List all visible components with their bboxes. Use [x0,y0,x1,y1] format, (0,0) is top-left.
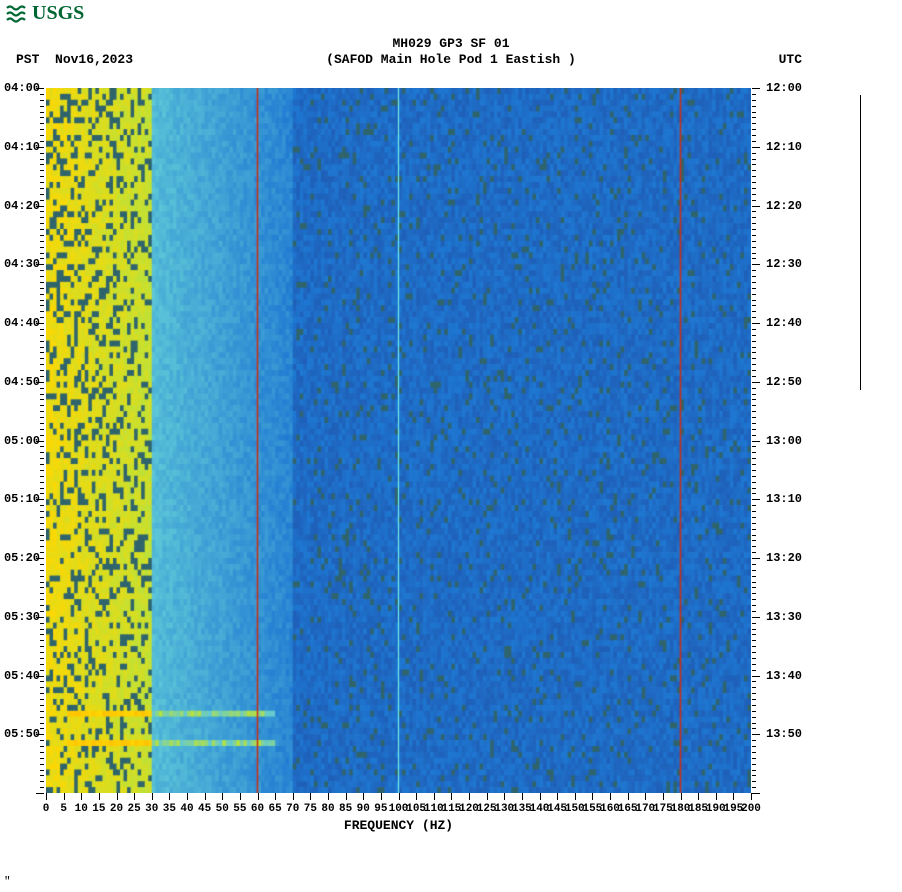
y-label-left: 04:00 [4,81,40,95]
y-label-left: 04:10 [4,140,40,154]
y-label-right: 12:00 [766,81,802,95]
side-scale-bar [860,95,861,390]
x-label: 65 [269,803,282,815]
x-label: 55 [233,803,246,815]
x-label: 20 [110,803,123,815]
right-timezone-label: UTC [779,52,802,67]
x-label: 50 [216,803,229,815]
y-label-left: 05:00 [4,434,40,448]
y-label-left: 05:10 [4,492,40,506]
x-label: 90 [357,803,370,815]
left-timezone-label: PST Nov16,2023 [16,52,133,67]
x-label: 40 [180,803,193,815]
wave-icon [6,4,30,24]
x-label: 70 [286,803,299,815]
usgs-logo: USGS [6,2,84,25]
y-label-left: 04:30 [4,257,40,271]
y-label-right: 12:30 [766,257,802,271]
x-axis-title: FREQUENCY (HZ) [46,818,751,833]
y-label-right: 13:50 [766,727,802,741]
y-axis-right: 12:0012:1012:2012:3012:4012:5013:0013:10… [752,88,812,793]
y-label-right: 13:30 [766,610,802,624]
x-label: 200 [741,803,761,815]
y-label-right: 12:50 [766,375,802,389]
x-label: 80 [321,803,334,815]
x-label: 5 [60,803,67,815]
y-label-left: 04:20 [4,199,40,213]
x-label: 10 [75,803,88,815]
y-label-right: 13:20 [766,551,802,565]
y-label-left: 05:20 [4,551,40,565]
chart-title: MH029 GP3 SF 01 [0,36,902,51]
y-label-left: 05:30 [4,610,40,624]
y-label-left: 05:40 [4,669,40,683]
x-label: 85 [339,803,352,815]
x-label: 15 [92,803,105,815]
y-axis-left: 04:0004:1004:2004:3004:4004:5005:0005:10… [0,88,44,793]
chart-subtitle: (SAFOD Main Hole Pod 1 Eastish ) [0,52,902,67]
y-label-right: 12:20 [766,199,802,213]
y-label-left: 05:50 [4,727,40,741]
x-label: 35 [163,803,176,815]
y-label-right: 13:10 [766,492,802,506]
x-label: 30 [145,803,158,815]
y-label-left: 04:50 [4,375,40,389]
y-label-right: 12:10 [766,140,802,154]
x-label: 0 [43,803,50,815]
x-label: 45 [198,803,211,815]
y-label-left: 04:40 [4,316,40,330]
spectrogram-plot [46,88,751,793]
x-label: 25 [128,803,141,815]
y-label-right: 13:00 [766,434,802,448]
logo-text: USGS [32,2,84,25]
bottom-mark: " [4,876,11,888]
x-label: 95 [374,803,387,815]
y-label-right: 13:40 [766,669,802,683]
x-label: 75 [304,803,317,815]
x-label: 60 [251,803,264,815]
y-label-right: 12:40 [766,316,802,330]
